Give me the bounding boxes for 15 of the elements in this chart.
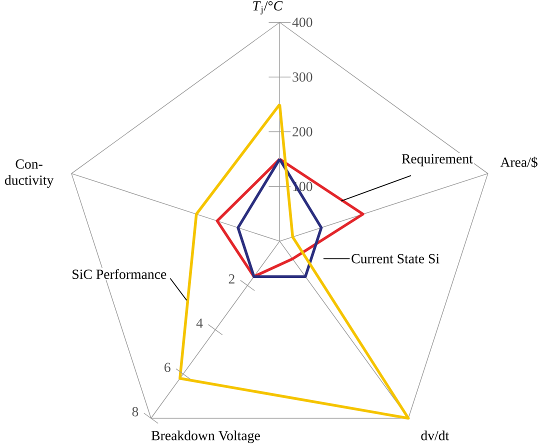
series-label: SiC Performance [72,268,166,279]
y-tick-label: 400 [292,18,312,27]
spoke-label: Area/$ [500,156,538,168]
spoke-label: dv/dt [421,430,450,440]
text: Requirement [402,154,473,166]
y-tick-label: 300 [292,72,312,82]
text: 2 [228,274,234,284]
text: 6 [164,362,170,372]
text: 8 [132,406,138,416]
text: Current State Si [352,254,440,264]
spoke-label: T$_{j}$/°C [253,0,283,14]
y-tick-label: 200 [292,126,312,136]
spoke-label: Breakdown Voltage [151,430,260,443]
text: 4 [196,318,203,328]
spoke-label: Con- ductivity [4,159,54,188]
